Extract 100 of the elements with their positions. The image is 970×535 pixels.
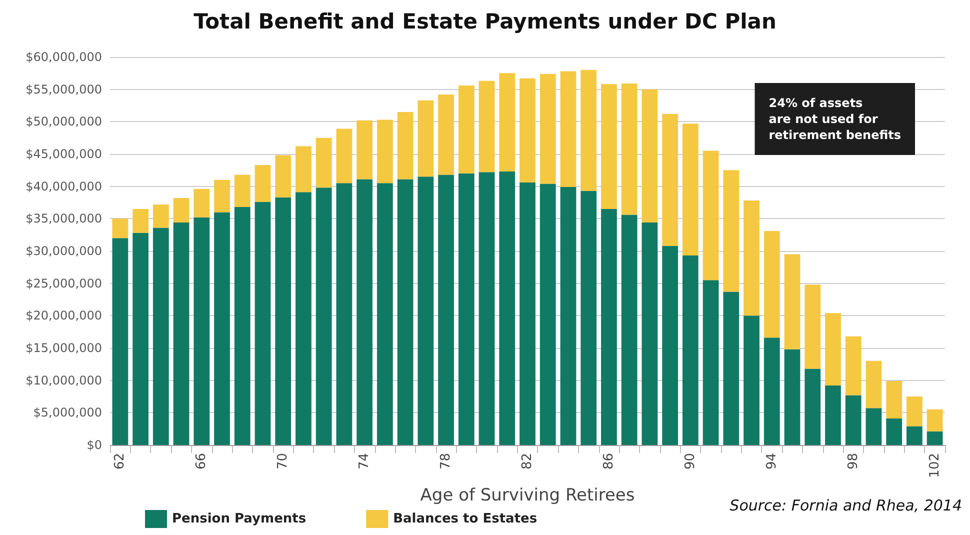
x-axis-title: Age of Surviving Retirees [420,486,635,506]
bar [478,172,495,445]
bar [601,84,617,209]
bar [886,418,902,445]
bar [886,380,902,418]
bar [275,197,292,445]
bar [499,171,516,445]
bar [214,180,230,212]
bar [621,214,638,445]
bar [662,114,678,246]
bar [520,78,536,182]
bar [804,284,821,369]
chart-title: Total Benefit and Estate Payments under DC Plan [194,10,776,34]
bar [764,338,780,445]
x-tick-label: 90 [682,453,698,470]
bar [621,84,638,215]
y-tick-label: $15,000,000 [26,341,102,355]
bar [784,254,800,350]
bar [356,179,373,445]
bar [906,426,922,445]
bar [560,71,576,187]
bar [580,70,597,191]
bar [845,336,862,396]
bar [682,124,698,256]
bar [438,174,454,445]
y-tick-label: $40,000,000 [26,179,102,194]
y-tick-label: $0 [86,438,102,452]
y-tick-label: $35,000,000 [26,212,102,226]
legend-label: Pension Payments [172,512,306,526]
x-tick-label: 66 [194,453,210,470]
bar [744,200,760,316]
bar [866,360,882,408]
x-tick-label: 98 [846,453,861,470]
bar [234,174,250,208]
y-tick-label: $25,000,000 [26,276,102,290]
bar [642,89,658,223]
bar [418,100,434,177]
bar [682,256,698,445]
bar [397,179,414,445]
bar [601,208,617,445]
bar [376,120,393,184]
x-tick-label: 102 [927,453,942,478]
bar [152,204,169,228]
bar [194,217,210,445]
bar [275,155,292,198]
bar [866,408,882,445]
bar [112,238,128,445]
bar [173,222,190,445]
bar [825,313,841,386]
bar [132,208,148,233]
bar [499,73,516,172]
bar [214,212,230,445]
y-tick-label: $30,000,000 [26,244,102,258]
bar [520,182,536,445]
bar [234,207,250,445]
bar [194,188,210,218]
bar [296,146,312,192]
bar [702,150,719,280]
y-tick-label: $5,000,000 [33,406,102,420]
y-tick-label: $50,000,000 [26,114,102,129]
bar [926,431,943,445]
bar [376,183,393,445]
bar [254,202,271,445]
bar [784,349,800,445]
bar [723,170,740,292]
bar [540,184,556,445]
bar [926,409,943,432]
x-tick-label: 62 [112,453,128,470]
legend-label: Balances to Estates [393,512,538,526]
bar [152,228,169,445]
bar [764,230,780,338]
bar [540,74,556,184]
bar [418,176,434,445]
bar [825,386,841,445]
y-tick-label: $55,000,000 [26,82,102,96]
y-tick-label: $45,000,000 [26,147,102,161]
bar [845,395,862,445]
bar [458,173,474,445]
source-note: Source: Fornia and Rhea, 2014 [730,496,962,514]
x-tick-label: 78 [438,453,454,470]
bar [173,198,190,223]
bar [478,80,495,172]
bar [580,190,597,445]
bar [316,188,332,445]
x-tick-label: 70 [276,453,291,470]
y-tick-label: $10,000,000 [26,373,102,388]
bar [336,183,352,445]
bar [642,222,658,445]
bar [804,368,821,445]
bar [336,128,352,184]
y-tick-label: $60,000,000 [26,50,102,64]
x-tick-label: 74 [357,453,372,470]
x-tick-label: 94 [764,453,780,470]
bar [906,396,922,426]
bar [254,164,271,202]
bar [662,246,678,445]
bar [316,138,332,188]
annotation: 24% of assets are not used for retirement benefits [768,96,902,142]
x-tick-label: 82 [520,453,535,470]
bar [356,120,373,180]
